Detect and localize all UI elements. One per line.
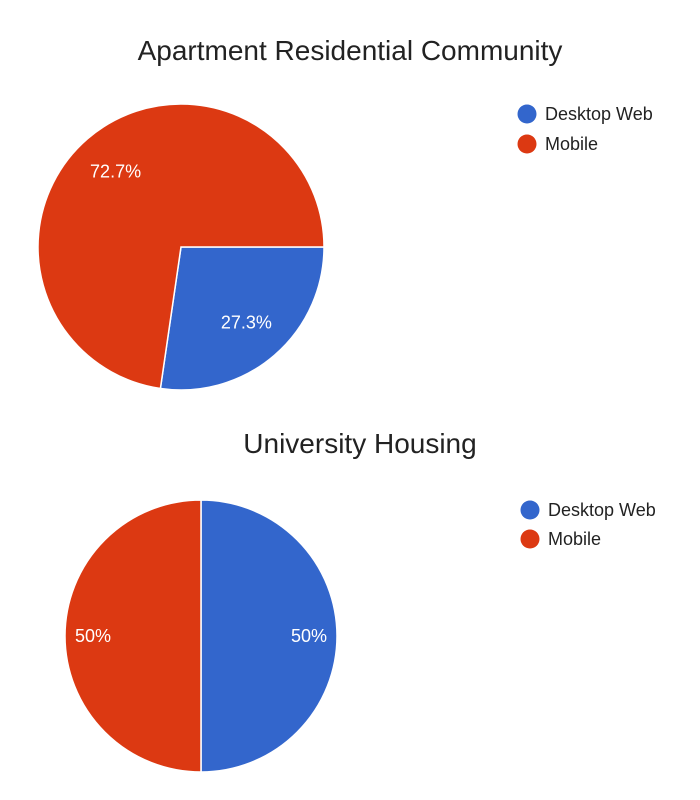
legend-item[interactable]: Desktop Web [520, 500, 656, 520]
legend: Desktop Web Mobile [520, 500, 656, 549]
legend: Desktop Web Mobile [517, 104, 653, 154]
pie-slice-desktop-web[interactable] [159, 246, 325, 391]
chart-university: University Housing 50% 50% Desktop Web Mob… [64, 428, 656, 773]
legend-swatch [520, 500, 540, 520]
pie-slice-mobile[interactable] [37, 103, 325, 390]
legend-label: Mobile [545, 134, 598, 154]
legend-label: Desktop Web [545, 104, 653, 124]
slice-value-label: 27.3% [221, 313, 272, 333]
slice-value-label: 50% [75, 626, 111, 646]
slice-labels: 50% 50% [75, 626, 327, 646]
legend-item[interactable]: Mobile [520, 529, 602, 549]
legend-item[interactable]: Desktop Web [517, 104, 653, 124]
pie-slices [37, 103, 325, 391]
legend-swatch [517, 104, 537, 124]
pie-slice-mobile[interactable] [64, 499, 202, 773]
slice-labels: 27.3% 72.7% [90, 161, 272, 332]
slice-value-label: 72.7% [90, 161, 141, 181]
slice-value-label: 50% [291, 626, 327, 646]
pie-slices [64, 499, 338, 773]
legend-item[interactable]: Mobile [517, 134, 599, 154]
legend-label: Desktop Web [548, 500, 656, 520]
legend-swatch [520, 529, 540, 549]
chart-title: Apartment Residential Community [138, 35, 563, 66]
chart-apartment: Apartment Residential Community 27.3% 72.… [37, 35, 653, 391]
legend-label: Mobile [548, 529, 601, 549]
legend-swatch [517, 134, 537, 154]
chart-title: University Housing [243, 428, 476, 459]
pie-slice-desktop-web[interactable] [200, 499, 338, 773]
